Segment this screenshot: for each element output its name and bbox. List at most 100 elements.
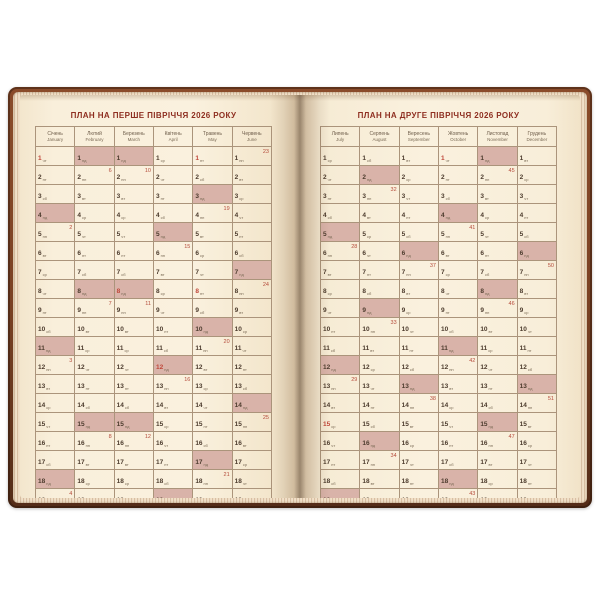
- day-cell: 3пт: [152, 184, 194, 204]
- weekday-abbr: нд: [524, 252, 529, 258]
- day-number: 13: [234, 383, 242, 390]
- day-number: 11: [77, 345, 85, 352]
- month-name-uk: Березень: [122, 130, 145, 137]
- day-number: 10: [401, 326, 409, 333]
- day-number: 6: [77, 250, 81, 257]
- day-number: 7: [440, 269, 445, 276]
- weekday-abbr: пн: [164, 385, 169, 391]
- day-cell: 19сб: [398, 488, 439, 498]
- day-cell: 12пн 3: [34, 355, 76, 375]
- weekday-abbr: вт: [524, 290, 529, 296]
- day-number: 15: [362, 421, 370, 428]
- day-cell: 2чт: [319, 165, 361, 185]
- day-cell: 16чт: [319, 431, 361, 451]
- weekday-abbr: ср: [124, 480, 130, 486]
- weekday-abbr: чт: [406, 195, 411, 201]
- day-number: 7: [362, 269, 366, 276]
- weekday-abbr: вт: [85, 328, 90, 334]
- day-cell: 13пн 16: [152, 374, 194, 394]
- weekday-abbr: нд: [406, 252, 411, 258]
- day-cell: 8чт: [34, 279, 76, 299]
- weekday-abbr: сб: [484, 271, 490, 277]
- weekday-abbr: вт: [242, 442, 247, 448]
- day-cell: 10вт: [74, 317, 115, 337]
- day-number: 1: [155, 155, 160, 162]
- day-number: 12: [234, 364, 242, 371]
- weekday-abbr: чт: [488, 366, 493, 372]
- weekday-abbr: пт: [121, 252, 126, 258]
- day-cell: 16чт: [152, 431, 194, 451]
- day-cell: 9нд: [359, 298, 400, 318]
- week-number: 12: [144, 433, 151, 440]
- week-number: 24: [262, 281, 269, 288]
- second-half-table-host: Липень July Серпень August Вересень September…: [319, 126, 558, 498]
- weekday-abbr: пн: [203, 347, 208, 353]
- day-cell: 7сб: [113, 260, 154, 280]
- weekday-abbr: нд: [46, 480, 51, 486]
- day-cell: 14пт: [359, 393, 400, 413]
- weekday-abbr: нд: [445, 214, 451, 220]
- day-number: 4: [155, 212, 160, 219]
- day-number: 16: [195, 440, 203, 447]
- weekday-abbr: пт: [327, 195, 332, 201]
- day-number: 7: [38, 269, 42, 276]
- month-name-en: August: [372, 136, 387, 142]
- weekday-abbr: пн: [199, 214, 205, 220]
- day-cell: 3пт: [319, 184, 361, 204]
- day-number: 14: [195, 402, 203, 409]
- day-number: 3: [77, 193, 81, 200]
- day-number: 17: [480, 459, 488, 466]
- day-cell: 3ср: [231, 184, 273, 204]
- weekday-abbr: нд: [164, 366, 169, 372]
- weekday-abbr: сб: [199, 309, 205, 315]
- day-number: 14: [401, 402, 409, 409]
- day-cell: 16пт: [437, 431, 479, 451]
- day-cell: 2вт: [231, 165, 273, 185]
- day-cell: 17нд: [192, 450, 233, 470]
- day-number: 13: [116, 383, 124, 390]
- day-number: 19: [233, 497, 242, 498]
- day-number: 15: [155, 421, 164, 428]
- weekday-abbr: сб: [121, 271, 126, 277]
- weekday-abbr: сб: [445, 195, 450, 201]
- day-number: 15: [323, 421, 331, 428]
- weekday-abbr: чт: [524, 195, 529, 201]
- day-cell: 3чт: [516, 184, 558, 204]
- month-name-en: February: [85, 136, 104, 142]
- weekday-abbr: пт: [331, 328, 336, 334]
- month-name-en: July: [336, 136, 345, 142]
- day-cell: 18пт: [516, 469, 558, 489]
- day-number: 3: [480, 193, 484, 200]
- day-cell: 6сб: [231, 241, 273, 261]
- day-number: 14: [155, 402, 164, 409]
- day-number: 11: [323, 345, 330, 352]
- day-number: 15: [519, 421, 527, 428]
- day-number: 14: [234, 402, 242, 409]
- day-number: 14: [77, 402, 85, 409]
- day-cell: 18пт: [398, 469, 439, 489]
- weekday-abbr: сб: [242, 385, 248, 391]
- day-cell: 11пт: [398, 336, 439, 356]
- day-number: 4: [519, 212, 524, 219]
- day-cell: 16сб: [192, 431, 233, 451]
- month-header-september: Вересень September: [398, 126, 439, 147]
- day-cell: 7пн 50: [516, 260, 558, 280]
- day-number: 19: [154, 497, 163, 498]
- day-number: 1: [519, 155, 524, 162]
- weekday-abbr: ср: [85, 480, 90, 486]
- weekday-abbr: чт: [203, 404, 208, 410]
- day-cell: 16пн 8: [74, 431, 115, 451]
- day-cell: 17пт: [152, 450, 194, 470]
- weekday-abbr: чт: [81, 233, 86, 239]
- day-cell: 18ср: [477, 469, 518, 489]
- day-cell: 8чт: [437, 279, 479, 299]
- day-number: 2: [195, 174, 199, 181]
- day-cell: 10пн 33: [359, 317, 400, 337]
- day-number: 2: [323, 174, 327, 181]
- day-cell: 1чт: [437, 146, 479, 166]
- day-number: 3: [323, 193, 327, 200]
- week-number: 19: [223, 205, 230, 212]
- day-number: 8: [519, 288, 524, 295]
- weekday-abbr: вт: [81, 195, 86, 201]
